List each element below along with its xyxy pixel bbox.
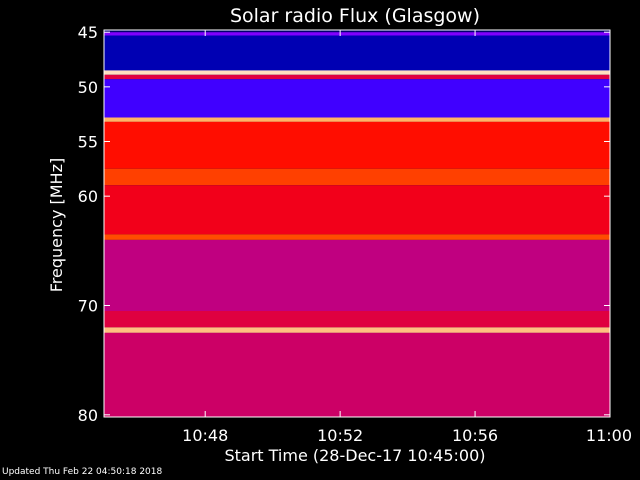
frequency-band-11 [104,239,610,311]
frequency-band-12 [104,311,610,328]
frequency-band-2 [104,35,610,71]
update-timestamp: Updated Thu Feb 22 04:50:18 2018 [2,467,163,477]
x-tick-label-3: 11:00 [586,426,632,445]
frequency-band-8 [104,168,610,186]
y-tick-label-5: 80 [78,406,98,425]
x-axis: 10:48 10:52 10:56 11:00 [182,30,632,445]
frequency-band-0 [104,30,610,33]
plot-frame [103,29,611,418]
frequency-band-7 [104,121,610,169]
frequency-band-9 [104,185,610,235]
frequency-band-4 [104,74,610,80]
y-axis-label: Frequency [MHz] [47,158,66,292]
frequency-band-14 [104,332,610,417]
x-tick-label-2: 10:56 [452,426,498,445]
frequency-band-3 [104,70,610,75]
frequency-band-1 [104,32,610,36]
y-tick-label-1: 50 [78,78,98,97]
plot-area [103,29,611,418]
y-axis: 45 50 55 60 70 80 [78,23,610,425]
y-tick-label-3: 60 [78,187,98,206]
frequency-band-10 [104,234,610,240]
x-tick-label-0: 10:48 [182,426,228,445]
x-tick-label-1: 10:52 [317,426,363,445]
frequency-band-5 [104,79,610,118]
y-tick-label-2: 55 [78,133,98,152]
chart-title: Solar radio Flux (Glasgow) [230,5,480,27]
x-axis-label: Start Time (28-Dec-17 10:45:00) [224,446,485,465]
y-tick-label-4: 70 [78,296,98,315]
frequency-band-6 [104,117,610,122]
frequency-band-13 [104,327,610,333]
y-tick-label-0: 45 [78,23,98,42]
